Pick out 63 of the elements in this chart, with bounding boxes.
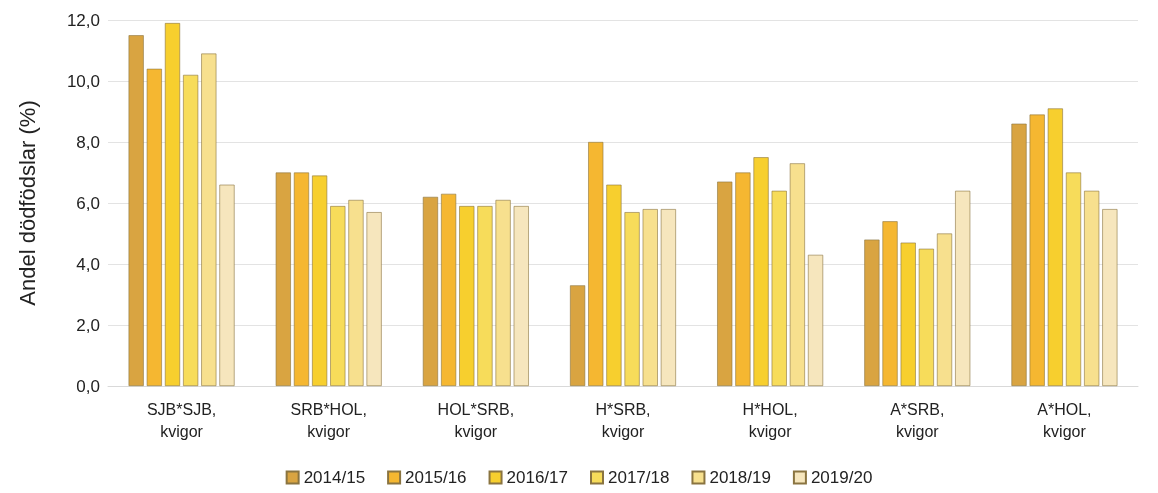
legend-label: 2016/17 <box>506 468 568 487</box>
y-axis-title: Andel dödfödslar (%) <box>14 100 40 306</box>
bar <box>441 193 457 386</box>
bar <box>900 242 916 386</box>
bar <box>366 212 382 386</box>
bar <box>183 74 199 386</box>
bar <box>1029 114 1045 386</box>
x-tick-label: HOL*SRB, kvigor <box>437 400 515 440</box>
bar <box>789 163 805 386</box>
bar <box>936 233 953 386</box>
bar <box>588 142 604 386</box>
bar <box>219 184 235 386</box>
bar <box>128 35 144 386</box>
bar <box>882 221 898 386</box>
bar <box>771 190 787 386</box>
bar <box>606 184 622 386</box>
bar <box>717 181 733 386</box>
bar <box>955 190 971 386</box>
x-tick-label: SRB*HOL, kvigor <box>290 400 367 440</box>
bar <box>660 209 676 386</box>
bar <box>735 172 751 386</box>
legend-label: 2014/15 <box>303 468 366 487</box>
bar <box>1065 172 1082 386</box>
bar <box>164 23 181 386</box>
bar <box>1047 108 1063 386</box>
legend-label: 2019/20 <box>810 468 873 487</box>
y-tick-label: 8,0 <box>76 132 100 152</box>
bar <box>624 212 640 386</box>
y-tick-label: 4,0 <box>76 254 100 274</box>
bar <box>348 199 364 386</box>
bar <box>918 248 934 386</box>
y-tick-label: 12,0 <box>66 10 100 30</box>
bar <box>477 206 493 386</box>
y-tick-label: 0,0 <box>76 376 100 396</box>
bar <box>570 285 586 386</box>
legend-label: 2017/18 <box>608 468 670 487</box>
bar <box>312 175 328 386</box>
bar <box>1084 190 1100 386</box>
bar <box>459 206 475 386</box>
x-tick-label: H*SRB, kvigor <box>595 400 651 440</box>
x-tick-label: A*HOL, kvigor <box>1037 400 1092 440</box>
y-tick-label: 2,0 <box>76 315 100 335</box>
bar <box>753 157 769 386</box>
legend-label: 2015/16 <box>405 468 467 487</box>
x-tick-label: SJB*SJB, kvigor <box>146 400 217 440</box>
bar <box>275 172 291 386</box>
bar <box>513 206 529 386</box>
bar <box>642 209 658 386</box>
y-tick-label: 6,0 <box>76 193 100 213</box>
x-tick-label: H*HOL, kvigor <box>742 400 798 440</box>
x-tick-label: A*SRB, kvigor <box>890 400 945 440</box>
bar <box>1011 123 1027 386</box>
y-tick-label: 10,0 <box>66 71 100 91</box>
bar <box>201 53 217 386</box>
bar <box>807 254 824 386</box>
bar <box>146 68 162 386</box>
bar <box>864 239 880 386</box>
bar <box>495 199 511 386</box>
bar <box>293 172 310 386</box>
bar <box>1102 209 1118 386</box>
bar <box>422 196 439 386</box>
bar <box>330 206 346 386</box>
legend-label: 2018/19 <box>709 468 771 487</box>
